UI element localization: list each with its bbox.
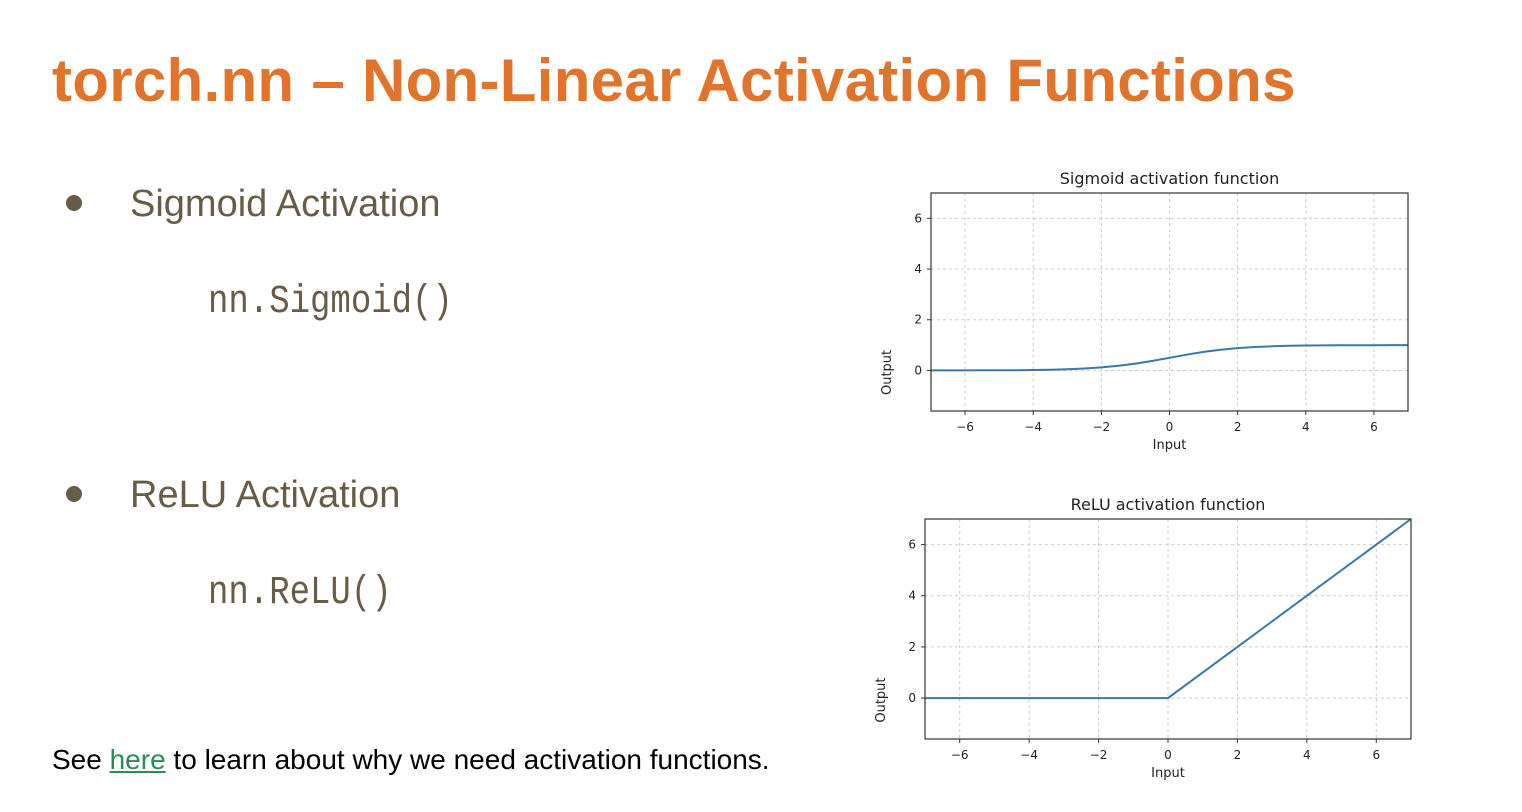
x-tick-label: 4: [1302, 420, 1310, 434]
x-tick-label: 0: [1164, 748, 1172, 762]
x-tick-label: 6: [1370, 420, 1378, 434]
bullet-dot-icon: [66, 485, 82, 502]
bullet-relu: ReLU Activation: [66, 474, 400, 517]
x-tick-label: −2: [1090, 748, 1108, 762]
x-tick-label: 6: [1372, 748, 1380, 762]
y-tick-label: 2: [914, 313, 922, 327]
y-tick-label: 4: [908, 589, 916, 603]
y-axis-label: Output: [880, 350, 895, 395]
footnote: See here to learn about why we need acti…: [52, 744, 770, 776]
y-tick-label: 4: [914, 262, 922, 276]
plot-frame: [930, 192, 1409, 412]
x-axis-label: Input: [1153, 438, 1187, 453]
slide-title: torch.nn – Non-Linear Activation Functio…: [52, 47, 1296, 114]
x-tick-label: −6: [956, 420, 974, 434]
plot-frame: [924, 518, 1412, 740]
here-link[interactable]: here: [109, 744, 166, 775]
bullet-dot-icon: [66, 194, 82, 211]
x-tick-label: −6: [951, 748, 969, 762]
y-tick-label: 6: [914, 211, 922, 225]
y-tick-label: 2: [908, 640, 916, 654]
x-tick-label: 4: [1303, 748, 1311, 762]
x-tick-label: 2: [1234, 420, 1242, 434]
code-sigmoid: nn.Sigmoid(): [208, 280, 453, 325]
y-tick-label: 0: [908, 691, 916, 705]
x-tick-label: 2: [1234, 748, 1242, 762]
x-tick-label: −2: [1093, 420, 1111, 434]
footnote-prefix: See: [52, 744, 110, 775]
data-line: [925, 518, 1412, 700]
relu-chart: ReLU activation function −6 −4 −2 0 2 4 6 0 2 4 6 In…: [874, 495, 1412, 781]
y-tick-label: 6: [908, 538, 916, 552]
y-tick-label: 0: [914, 363, 922, 377]
x-axis-label: Input: [1151, 766, 1185, 781]
x-tick-label: −4: [1020, 748, 1038, 762]
data-line: [931, 344, 1408, 372]
code-relu: nn.ReLU(): [208, 571, 392, 616]
bullet-label: Sigmoid Activation: [130, 183, 441, 225]
x-tick-label: 0: [1166, 420, 1174, 434]
bullet-sigmoid: Sigmoid Activation: [66, 183, 441, 226]
footnote-suffix: to learn about why we need activation fu…: [165, 744, 770, 775]
chart-title: ReLU activation function: [1071, 495, 1266, 514]
bullet-label: ReLU Activation: [130, 474, 401, 516]
sigmoid-chart: Sigmoid activation function −6 −4 −2 0 2 4 6 0 2 4…: [880, 169, 1409, 453]
y-axis-label: Output: [874, 677, 889, 722]
chart-title: Sigmoid activation function: [1060, 169, 1280, 188]
x-tick-label: −4: [1024, 420, 1042, 434]
